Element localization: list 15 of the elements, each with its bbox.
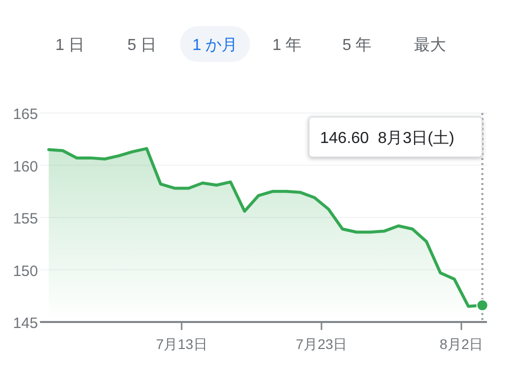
- annotation: 146.60 8月3日(土): [320, 129, 454, 147]
- y-tick-label: 165: [12, 106, 38, 123]
- y-tick-label: 155: [12, 210, 38, 228]
- y-tick-label: 145: [12, 315, 38, 332]
- text: 1 年: [272, 37, 302, 54]
- text: 5 年: [342, 37, 372, 54]
- x-tick-label: 7月13日: [156, 336, 208, 352]
- y-tick-label: 150: [12, 262, 38, 280]
- text: 最大: [414, 36, 446, 54]
- text: 1 日: [55, 37, 85, 54]
- x-tick-label: 7月23日: [296, 336, 348, 352]
- y-tick-label: 160: [12, 158, 38, 176]
- x-tick-label: 8月2日: [440, 336, 484, 352]
- text: 1 か月: [192, 37, 238, 54]
- text: 5 日: [127, 37, 157, 54]
